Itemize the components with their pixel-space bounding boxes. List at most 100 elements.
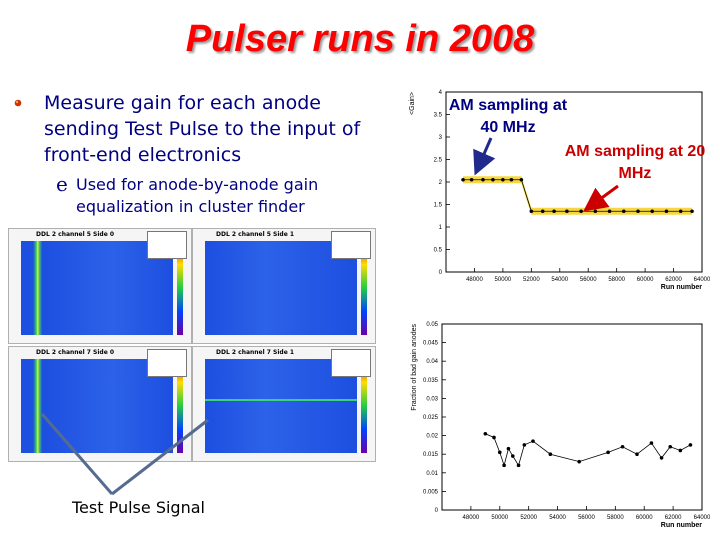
data-point (529, 209, 534, 214)
stats-box (147, 349, 187, 377)
bad-anodes-chart: 48000 50000 52000 54000 56000 58000 60000 62000… (411, 322, 710, 529)
caption-test-pulse-signal: Test Pulse Signal (72, 498, 205, 517)
data-point (668, 444, 673, 449)
x-tick-label: 54000 (551, 277, 568, 283)
data-point (621, 209, 626, 214)
data-point (540, 209, 545, 214)
y-axis-label: Fraction of bad gain anodes (411, 324, 418, 411)
color-scale (177, 359, 183, 453)
data-point (635, 452, 639, 456)
y-tick-label: 0.5 (434, 248, 443, 254)
data-point (620, 444, 625, 449)
pulse-line (205, 399, 357, 401)
y-tick-label: 0.01 (426, 471, 438, 477)
x-tick-label: 58000 (608, 277, 625, 283)
data-point (664, 209, 669, 214)
x-tick-label: 56000 (580, 277, 597, 283)
y-tick-label: 2.5 (434, 158, 443, 164)
y-tick-label: 0.025 (423, 415, 439, 421)
data-point (481, 177, 485, 182)
data-point (565, 209, 569, 214)
y-tick-label: 3.5 (434, 113, 443, 119)
data-point (577, 459, 582, 464)
sub-bullet-text: Used for anode-by-anode gain equalizatio… (76, 175, 319, 216)
x-tick-label: 64000 (694, 515, 710, 521)
sub-bullet-icon: e (56, 172, 68, 196)
y-tick-label: 0.045 (423, 341, 439, 347)
stats-box (147, 231, 187, 259)
data-point (659, 456, 664, 460)
slide-title: Pulser runs in 2008 (185, 18, 535, 60)
data-point (579, 209, 583, 214)
data-point (509, 177, 514, 182)
y-tick-label: 0.005 (423, 489, 439, 495)
y-tick-label: 0.015 (423, 452, 439, 458)
data-point (492, 435, 496, 440)
data-point (522, 443, 527, 447)
y-tick-label: 0.02 (426, 434, 438, 440)
data-point (649, 441, 654, 445)
x-tick-label: 50000 (491, 515, 508, 521)
x-tick-label: 62000 (665, 515, 682, 521)
heatmap-panel-1: DDL 2 channel 5 Side 0 (8, 228, 192, 344)
color-scale (361, 241, 367, 335)
x-tick-label: 62000 (665, 277, 682, 283)
data-point (552, 209, 556, 214)
y-tick-label: 0 (439, 270, 443, 276)
x-tick-label: 60000 (637, 277, 654, 283)
stats-box (331, 349, 371, 377)
heatmap-panel-4: DDL 2 channel 7 Side 1 (192, 346, 376, 462)
x-tick-label: 54000 (549, 515, 566, 521)
x-tick-label: 64000 (694, 277, 710, 283)
data-point (502, 463, 506, 468)
x-tick-label: 52000 (523, 277, 540, 283)
heatmap-panel-title: DDL 2 channel 5 Side 1 (216, 231, 295, 238)
y-tick-label: 0 (435, 508, 439, 514)
stats-box (331, 231, 371, 259)
data-point (650, 209, 655, 214)
y-tick-label: 0.03 (426, 396, 438, 402)
y-tick-label: 0.05 (426, 322, 438, 328)
data-point (516, 463, 521, 468)
data-point (688, 443, 693, 447)
y-tick-label: 2 (439, 180, 443, 186)
x-axis-label: Run number (661, 284, 702, 291)
color-scale (177, 241, 183, 335)
heatmap-panel-title: DDL 2 channel 5 Side 0 (36, 231, 115, 238)
data-point (491, 177, 495, 182)
heatmap-panel-title: DDL 2 channel 7 Side 0 (36, 349, 115, 356)
x-tick-label: 56000 (578, 515, 595, 521)
data-point (510, 454, 515, 458)
y-tick-label: 0.04 (426, 359, 438, 365)
x-tick-label: 60000 (636, 515, 653, 521)
bullet-text: Measure gain for each anode sending Test… (44, 92, 361, 166)
data-point (501, 177, 505, 182)
x-tick-label: 50000 (495, 277, 512, 283)
data-point (690, 209, 694, 214)
gain-chart: 48000 50000 52000 54000 56000 58000 60000 62000… (409, 90, 710, 291)
bullet-icon (14, 99, 22, 107)
data-point (461, 177, 465, 182)
y-tick-label: 1.5 (434, 203, 443, 209)
heatmap-panel-title: DDL 2 channel 7 Side 1 (216, 349, 295, 356)
label-40mhz: AM sampling at 40 MHz (448, 97, 568, 136)
data-point (506, 446, 511, 451)
x-axis-label: Run number (661, 522, 702, 529)
data-point (519, 177, 524, 182)
y-tick-label: 1 (439, 225, 443, 231)
data-point (636, 209, 640, 214)
data-point (606, 450, 610, 455)
y-axis-label: <Gain> (409, 92, 416, 115)
label-20mhz: AM sampling at 20 MHz (564, 143, 706, 182)
data-point (531, 439, 535, 443)
data-point (483, 431, 488, 436)
data-point (469, 177, 474, 182)
data-point (497, 450, 502, 455)
x-tick-label: 48000 (463, 515, 480, 521)
data-point (678, 209, 683, 214)
data-point (678, 448, 683, 453)
y-tick-label: 4 (439, 90, 443, 96)
y-tick-label: 3 (439, 135, 443, 141)
